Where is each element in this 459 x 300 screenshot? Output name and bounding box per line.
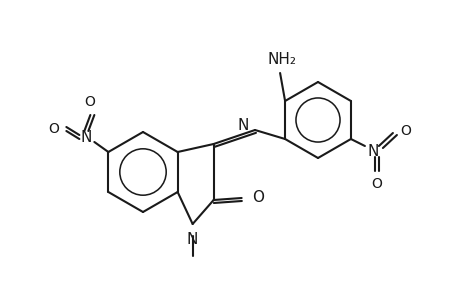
Text: O: O [371, 177, 381, 191]
Text: N: N [80, 130, 92, 145]
Text: O: O [399, 124, 410, 138]
Text: O: O [251, 190, 263, 206]
Text: N: N [237, 118, 248, 134]
Text: N: N [366, 143, 378, 158]
Text: N: N [186, 232, 198, 247]
Text: O: O [48, 122, 59, 136]
Text: NH₂: NH₂ [267, 52, 296, 67]
Text: O: O [84, 95, 95, 109]
